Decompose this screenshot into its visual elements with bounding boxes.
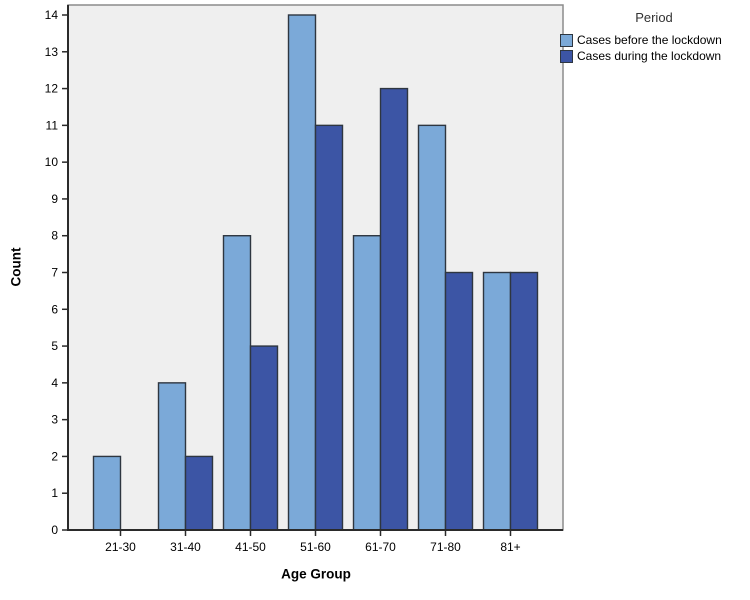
legend: Period Cases before the lockdown Cases d… xyxy=(560,10,748,65)
y-tick-label: 14 xyxy=(45,8,59,22)
x-tick-label: 21-30 xyxy=(105,540,136,554)
x-tick-label: 51-60 xyxy=(300,540,331,554)
bar-during-81+ xyxy=(509,271,539,531)
bar-before-41-50 xyxy=(222,235,252,531)
y-tick-label: 2 xyxy=(51,449,58,463)
legend-label-before: Cases before the lockdown xyxy=(577,33,722,47)
y-tick-label: 12 xyxy=(45,82,59,96)
legend-entry-before-lockdown: Cases before the lockdown xyxy=(560,33,748,47)
x-tick-label: 31-40 xyxy=(170,540,201,554)
bar-during-71-80 xyxy=(444,271,474,531)
y-tick-label: 9 xyxy=(51,192,58,206)
y-tick-label: 10 xyxy=(45,155,59,169)
x-tick-label: 61-70 xyxy=(365,540,396,554)
bar-before-61-70 xyxy=(352,235,382,531)
legend-title: Period xyxy=(635,10,673,25)
y-tick-label: 3 xyxy=(51,413,58,427)
bar-before-81+ xyxy=(482,271,512,531)
bar-during-61-70 xyxy=(379,87,409,531)
bar-during-51-60 xyxy=(314,124,344,531)
bar-before-51-60 xyxy=(287,14,317,531)
legend-swatch-during-icon xyxy=(560,49,573,63)
y-tick-label: 5 xyxy=(51,339,58,353)
y-tick-label: 0 xyxy=(51,523,58,537)
y-axis-title: Count xyxy=(8,247,24,287)
bar-before-71-80 xyxy=(417,124,447,531)
legend-swatch-before-icon xyxy=(560,33,573,47)
y-tick-label: 8 xyxy=(51,229,58,243)
x-tick-label: 71-80 xyxy=(430,540,461,554)
y-tick-label: 6 xyxy=(51,302,58,316)
y-tick-label: 1 xyxy=(51,486,58,500)
x-axis-title: Age Group xyxy=(281,566,351,582)
bar-before-31-40 xyxy=(157,382,187,531)
legend-label-during: Cases during the lockdown xyxy=(577,49,722,63)
x-tick-label: 81+ xyxy=(500,540,520,554)
x-tick-label: 41-50 xyxy=(235,540,266,554)
y-tick-label: 7 xyxy=(51,266,58,280)
bar-during-41-50 xyxy=(249,345,279,531)
legend-entry-during-lockdown: Cases during the lockdown xyxy=(560,49,748,63)
bar-before-21-30 xyxy=(92,455,122,531)
y-tick-label: 13 xyxy=(45,45,59,59)
bar-during-31-40 xyxy=(184,455,214,531)
y-tick-label: 11 xyxy=(46,118,59,132)
y-tick-label: 4 xyxy=(51,376,58,390)
